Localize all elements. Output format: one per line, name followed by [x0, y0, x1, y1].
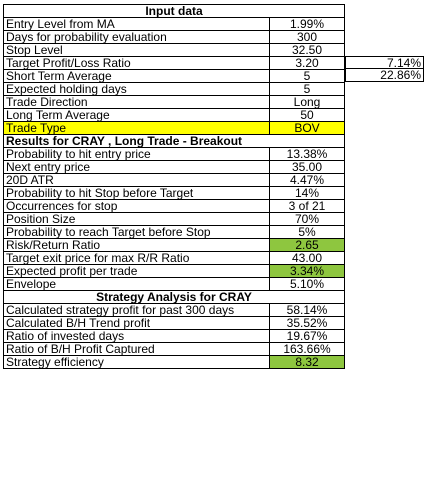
- table-row: Position Size 70%: [3, 212, 346, 226]
- table-row: Stop Level 32.50: [3, 43, 346, 57]
- row-label[interactable]: Target exit price for max R/R Ratio: [3, 251, 270, 265]
- stop-percent-cell[interactable]: 7.14%: [345, 56, 424, 69]
- row-label[interactable]: Expected profit per trade: [3, 264, 270, 278]
- table-row: Calculated B/H Trend profit 35.52%: [3, 316, 346, 330]
- row-value[interactable]: 13.38%: [268, 147, 346, 161]
- row-label[interactable]: Envelope: [3, 277, 270, 291]
- row-label[interactable]: Short Term Average: [3, 69, 270, 83]
- table-row: Occurrences for stop 3 of 21: [3, 199, 346, 213]
- row-label[interactable]: Trade Type: [3, 121, 270, 135]
- trade-type-value[interactable]: BOV: [268, 121, 346, 135]
- table-row: Target exit price for max R/R Ratio 43.0…: [3, 251, 346, 265]
- target-percent-cell[interactable]: 22.86%: [345, 69, 424, 82]
- row-value[interactable]: 43.00: [268, 251, 346, 265]
- long-avg-value[interactable]: 50: [268, 108, 346, 122]
- row-value[interactable]: 35.52%: [268, 316, 346, 330]
- trade-direction-value[interactable]: Long: [268, 95, 346, 109]
- row-label[interactable]: Ratio of invested days: [3, 329, 270, 343]
- row-value[interactable]: 163.66%: [268, 342, 346, 356]
- table-row: Trade Type BOV: [3, 121, 346, 135]
- table-row: Probability to hit entry price 13.38%: [3, 147, 346, 161]
- row-value[interactable]: 19.67%: [268, 329, 346, 343]
- row-label[interactable]: Risk/Return Ratio: [3, 238, 270, 252]
- row-value[interactable]: 58.14%: [268, 303, 346, 317]
- table-row: Probability to reach Target before Stop …: [3, 225, 346, 239]
- row-label[interactable]: Probability to reach Target before Stop: [3, 225, 270, 239]
- row-label[interactable]: Next entry price: [3, 160, 270, 174]
- table-row: Probability to hit Stop before Target 14…: [3, 186, 346, 200]
- row-value[interactable]: 4.47%: [268, 173, 346, 187]
- holding-days-value[interactable]: 5: [268, 82, 346, 96]
- row-label[interactable]: Calculated B/H Trend profit: [3, 316, 270, 330]
- table-row: Next entry price 35.00: [3, 160, 346, 174]
- row-label[interactable]: Expected holding days: [3, 82, 270, 96]
- risk-return-value[interactable]: 2.65: [268, 238, 346, 252]
- table-row: Short Term Average 5: [3, 69, 346, 83]
- expected-profit-value[interactable]: 3.34%: [268, 264, 346, 278]
- results-title[interactable]: Results for CRAY , Long Trade - Breakout: [2, 134, 346, 148]
- table-row: Entry Level from MA 1.99%: [3, 17, 346, 31]
- row-value[interactable]: 35.00: [268, 160, 346, 174]
- days-eval-value[interactable]: 300: [268, 30, 346, 44]
- table-row: Ratio of B/H Profit Captured 163.66%: [3, 342, 346, 356]
- table-row: Strategy efficiency 8.32: [3, 355, 346, 369]
- row-label[interactable]: 20D ATR: [3, 173, 270, 187]
- table-row: Expected holding days 5: [3, 82, 346, 96]
- row-label[interactable]: Occurrences for stop: [3, 199, 270, 213]
- table-row: Long Term Average 50: [3, 108, 346, 122]
- row-label[interactable]: Calculated strategy profit for past 300 …: [3, 303, 270, 317]
- row-label[interactable]: Position Size: [3, 212, 270, 226]
- row-value[interactable]: 5.10%: [268, 277, 346, 291]
- row-value[interactable]: 5%: [268, 225, 346, 239]
- row-label[interactable]: Strategy efficiency: [3, 355, 270, 369]
- strategy-title[interactable]: Strategy Analysis for CRAY: [2, 290, 346, 304]
- short-avg-value[interactable]: 5: [268, 69, 346, 83]
- strategy-efficiency-value[interactable]: 8.32: [268, 355, 346, 369]
- table-row: Trade Direction Long: [3, 95, 346, 109]
- row-label[interactable]: Entry Level from MA: [3, 17, 270, 31]
- table-row: Ratio of invested days 19.67%: [3, 329, 346, 343]
- table-row: 20D ATR 4.47%: [3, 173, 346, 187]
- input-header-row: Input data: [2, 4, 346, 18]
- row-label[interactable]: Days for probability evaluation: [3, 30, 270, 44]
- table-row: Envelope 5.10%: [3, 277, 346, 291]
- table-row: Calculated strategy profit for past 300 …: [3, 303, 346, 317]
- table-row: Risk/Return Ratio 2.65: [3, 238, 346, 252]
- table-row: Expected profit per trade 3.34%: [3, 264, 346, 278]
- row-value[interactable]: 3 of 21: [268, 199, 346, 213]
- row-label[interactable]: Trade Direction: [3, 95, 270, 109]
- table-row: Days for probability evaluation 300: [3, 30, 346, 44]
- row-label[interactable]: Target Profit/Loss Ratio: [3, 56, 270, 70]
- row-label[interactable]: Probability to hit Stop before Target: [3, 186, 270, 200]
- results-header-row: Results for CRAY , Long Trade - Breakout: [2, 134, 346, 148]
- row-label[interactable]: Stop Level: [3, 43, 270, 57]
- strategy-header-row: Strategy Analysis for CRAY: [2, 290, 346, 304]
- row-value[interactable]: 14%: [268, 186, 346, 200]
- input-title[interactable]: Input data: [2, 4, 346, 18]
- stop-level-value[interactable]: 32.50: [268, 43, 346, 57]
- row-label[interactable]: Probability to hit entry price: [3, 147, 270, 161]
- table-row: Target Profit/Loss Ratio 3.20: [3, 56, 346, 70]
- row-value[interactable]: 70%: [268, 212, 346, 226]
- row-label[interactable]: Ratio of B/H Profit Captured: [3, 342, 270, 356]
- row-label[interactable]: Long Term Average: [3, 108, 270, 122]
- analysis-table: Input data Entry Level from MA 1.99% Day…: [2, 4, 346, 369]
- entry-level-value[interactable]: 1.99%: [268, 17, 346, 31]
- target-ratio-value[interactable]: 3.20: [268, 56, 346, 70]
